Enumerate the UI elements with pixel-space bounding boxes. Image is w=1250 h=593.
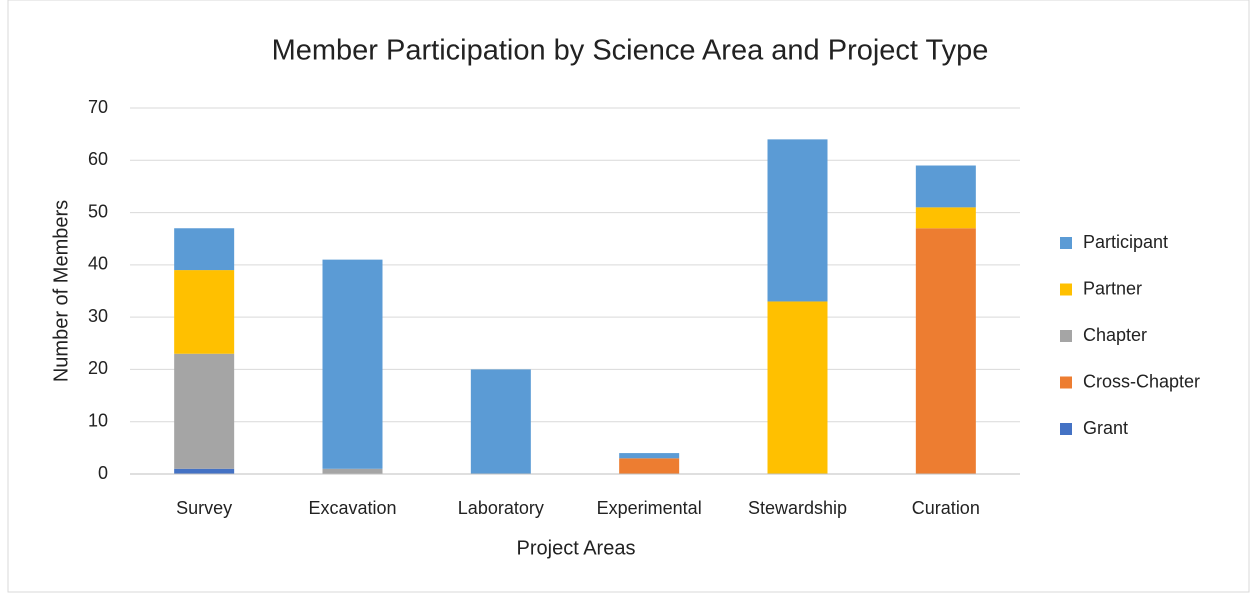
legend-swatch	[1060, 376, 1072, 389]
y-tick-label: 20	[88, 358, 108, 378]
y-tick-label: 60	[88, 149, 108, 169]
legend-swatch	[1060, 423, 1072, 435]
x-tick-label: Survey	[176, 498, 232, 518]
x-tick-label: Excavation	[308, 498, 396, 518]
y-tick-label: 50	[88, 201, 108, 221]
bar-segment	[915, 207, 976, 229]
y-axis-label: Number of Members	[50, 200, 72, 382]
legend-swatch	[1060, 237, 1072, 249]
x-tick-label: Experimental	[597, 498, 702, 518]
bar-segment	[174, 270, 235, 354]
bar-segment	[767, 139, 828, 302]
bar-segment	[174, 468, 235, 474]
x-tick-label: Stewardship	[748, 498, 847, 518]
x-tick-label: Curation	[912, 498, 980, 518]
bar-segment	[915, 228, 976, 474]
bar-segment	[619, 453, 680, 459]
y-tick-label: 30	[88, 306, 108, 326]
y-tick-label: 0	[98, 463, 108, 483]
legend-label: Grant	[1083, 418, 1128, 438]
bar-segment	[470, 369, 531, 474]
x-axis-label: Project Areas	[517, 537, 636, 559]
legend-swatch	[1060, 330, 1072, 342]
legend-swatch	[1060, 283, 1072, 296]
bar-segment	[322, 259, 383, 469]
legend-label: Chapter	[1083, 325, 1147, 345]
bar-segment	[619, 458, 680, 474]
bar-segment	[174, 353, 235, 469]
legend-label: Partner	[1083, 278, 1142, 298]
legend-label: Cross-Chapter	[1083, 371, 1200, 391]
y-tick-label: 70	[88, 97, 108, 117]
bar-segment	[174, 228, 235, 271]
x-tick-label: Laboratory	[458, 498, 544, 518]
legend-label: Participant	[1083, 232, 1168, 252]
bar-segment	[915, 165, 976, 208]
y-tick-label: 40	[88, 254, 108, 274]
bar-segment	[322, 468, 383, 474]
y-tick-label: 10	[88, 410, 108, 430]
chart-title: Member Participation by Science Area and…	[272, 35, 989, 67]
bar-segment	[767, 301, 828, 474]
